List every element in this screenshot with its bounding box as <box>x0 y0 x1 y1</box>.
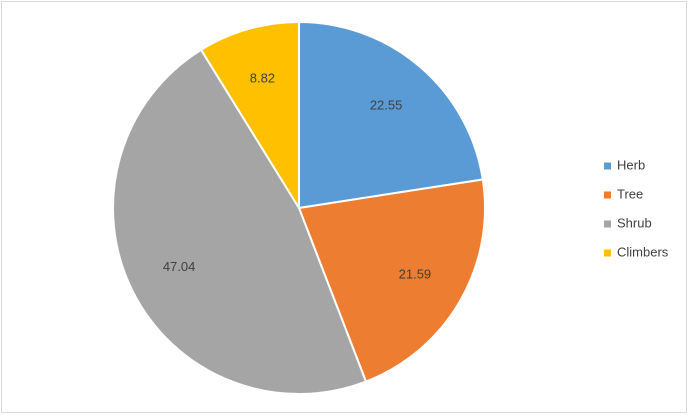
data-label-shrub: 47.04 <box>163 259 196 274</box>
legend-label-tree: Tree <box>617 186 643 201</box>
pie-slice-climbers <box>199 20 300 212</box>
data-label-herb: 22.55 <box>370 98 403 113</box>
legend: Herb Tree Shrub Climbers <box>604 157 669 259</box>
legend-swatch-shrub <box>604 220 611 228</box>
pie-slices <box>112 20 486 395</box>
legend-item-climbers: Climbers <box>604 244 669 259</box>
pie-slice-tree <box>297 178 486 383</box>
legend-item-shrub: Shrub <box>604 215 652 230</box>
data-label-climbers: 8.82 <box>250 71 275 86</box>
legend-swatch-herb <box>604 162 611 170</box>
legend-label-shrub: Shrub <box>617 215 652 230</box>
pie-slice-herb <box>298 20 484 210</box>
legend-label-climbers: Climbers <box>617 244 669 259</box>
data-label-tree: 21.59 <box>399 266 432 281</box>
legend-item-herb: Herb <box>604 157 645 172</box>
pie-slice-shrub <box>112 48 368 395</box>
legend-label-herb: Herb <box>617 157 645 172</box>
legend-swatch-tree <box>604 191 611 199</box>
legend-item-tree: Tree <box>604 186 643 201</box>
pie-data-labels: 22.55 21.59 47.04 8.82 <box>163 71 431 282</box>
legend-swatch-climbers <box>604 249 611 257</box>
